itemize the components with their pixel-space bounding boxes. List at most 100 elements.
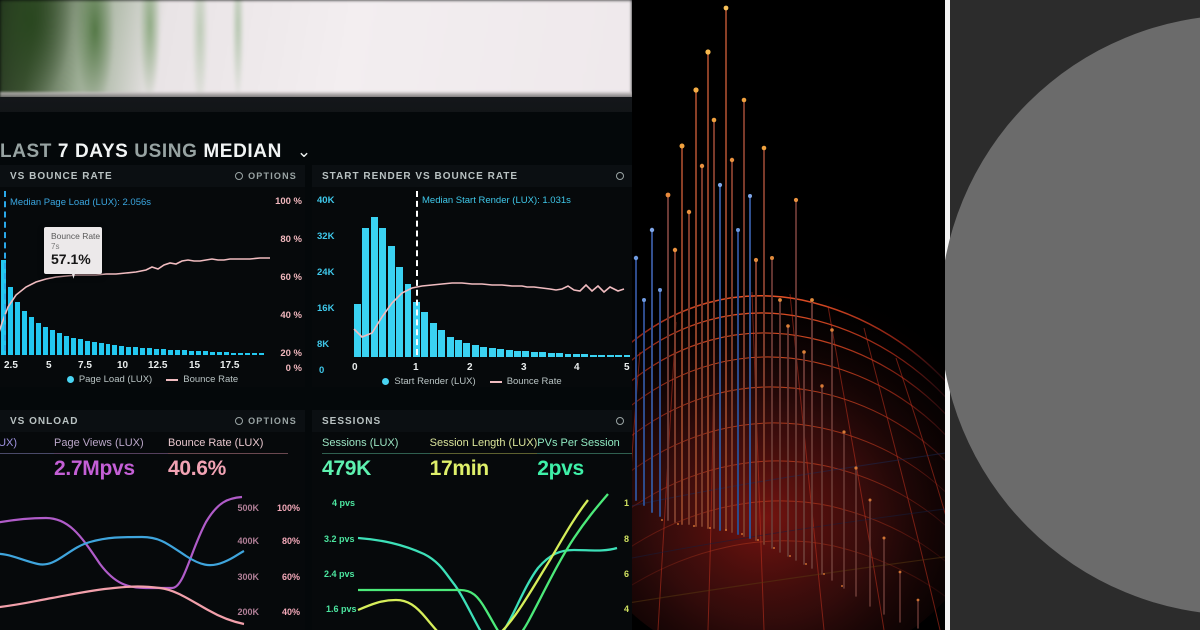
legend-dot-icon [66,376,74,383]
bar [387,246,395,357]
axis-r1: 1 [623,498,629,508]
options-button[interactable] [616,172,624,180]
card-header: SESSIONS [312,410,632,432]
kpi-row: LUX) Page Views (LUX) 2.7Mpvs Bounce Rat… [0,432,305,484]
kpi-pvs-per-session: PVs Per Session 2pvs [537,432,632,484]
blurred-plant-photo [0,0,632,100]
ytick-0: 0 [319,365,325,376]
bar [0,260,6,355]
ytick-40k: 40K [317,195,335,206]
xtick: 2 [467,362,473,373]
ytick-32k: 32K [317,231,335,242]
bar [429,323,437,357]
bar [530,352,538,357]
bar [379,228,387,357]
median-page-load-marker [4,191,6,351]
ytick-20: 20 % [280,348,302,359]
bar [42,327,48,355]
options-button[interactable]: OPTIONS [235,171,297,181]
options-button[interactable]: OPTIONS [235,416,297,426]
line-page-views [0,495,243,590]
using-label: USING [134,141,198,162]
median-start-render-label: Median Start Render (LUX): 1.031s [422,195,571,206]
bar [556,353,564,357]
axis-4pvs: 4 pvs [332,498,356,508]
kpi-label: Sessions (LUX) [322,437,399,449]
grey-circle-panel [945,0,1200,630]
bar [14,302,20,355]
axis-r4: 4 [623,604,629,614]
ytick-16k: 16K [317,303,335,314]
options-button[interactable] [616,417,624,425]
bar [196,351,202,355]
kpi-onload: LUX) [0,432,54,484]
ytick-8k: 8K [317,339,330,350]
card-page-load-vs-bounce-rate: VS BOUNCE RATE OPTIONS 100 % 80 % 60 % 4… [0,165,305,387]
bar [105,344,111,355]
legend-line-icon [489,380,502,383]
axis-200k: 200K [237,607,259,617]
legend-item-start-render: Start Render (LUX) [382,376,476,387]
axis-40pct: 40% [281,607,300,617]
bar [168,350,174,355]
card-start-render-vs-bounce-rate: START RENDER VS BOUNCE RATE 40K 32K 24K … [312,165,632,387]
bar [623,355,631,357]
bar [488,348,496,357]
axis-1-6pvs: 1.6 pvs [326,604,357,614]
ytick-60: 60 % [280,272,302,283]
chart-legend: Start Render (LUX) Bounce Rate [312,376,632,387]
bar [396,267,404,357]
chart-onload: LUX) Page Views (LUX) 2.7Mpvs Bounce Rat… [0,432,305,630]
chart-legend: Page Load (LUX) Bounce Rate [0,374,305,385]
bar [7,287,13,355]
bar [446,337,454,357]
bounce-rate-tooltip: Bounce Rate 7s 57.1% [44,227,102,274]
bar [564,354,572,357]
legend-item-page-load: Page Load (LUX) [66,374,152,385]
ytick-40: 40 % [280,310,302,321]
bar [589,355,597,357]
date-range-selector[interactable]: LAST 7 DAYS USING MEDIAN ⌄ [0,141,312,163]
axis-r8: 8 [623,534,629,544]
bar [77,339,83,355]
bar [581,354,589,357]
bar [598,355,606,357]
xtick: 4 [574,362,580,373]
options-label: OPTIONS [248,171,297,181]
bar [21,311,27,355]
tooltip-value: 57.1% [51,251,91,268]
xtick: 1 [413,362,419,373]
bar [161,349,167,355]
axis-80pct: 80% [281,536,300,546]
card-header: VS ONLOAD OPTIONS [0,410,305,432]
kpi-row: Sessions (LUX) 479K Session Length (LUX)… [312,432,632,484]
bar [497,349,505,357]
bar [258,353,264,355]
line-pvs-a [357,536,618,630]
bar [182,350,188,355]
line-bounce-rate [0,585,245,626]
legend-label: Bounce Rate [506,376,562,387]
xtick: 7.5 [78,360,92,371]
bar [404,284,412,357]
xtick: 15 [189,360,201,371]
aggregate-value: MEDIAN [203,141,282,162]
bar [539,352,547,357]
bar [140,348,146,355]
kpi-label: Session Length (LUX) [429,437,538,449]
kpi-value: 17min [429,457,490,480]
card-header: START RENDER VS BOUNCE RATE [312,165,632,187]
bar [244,353,250,355]
bar [175,350,181,355]
bar [615,355,622,357]
legend-item-bounce-rate: Bounce Rate [489,376,562,387]
monitor-top-edge [0,92,632,100]
kpi-label: Bounce Rate (LUX) [168,437,264,449]
bar [354,304,361,357]
bar [421,312,429,357]
bar [362,228,370,357]
chevron-down-icon[interactable]: ⌄ [296,142,312,161]
bar [514,351,521,357]
axis-2-4pvs: 2.4 pvs [324,569,355,579]
legend-label: Bounce Rate [183,374,239,385]
